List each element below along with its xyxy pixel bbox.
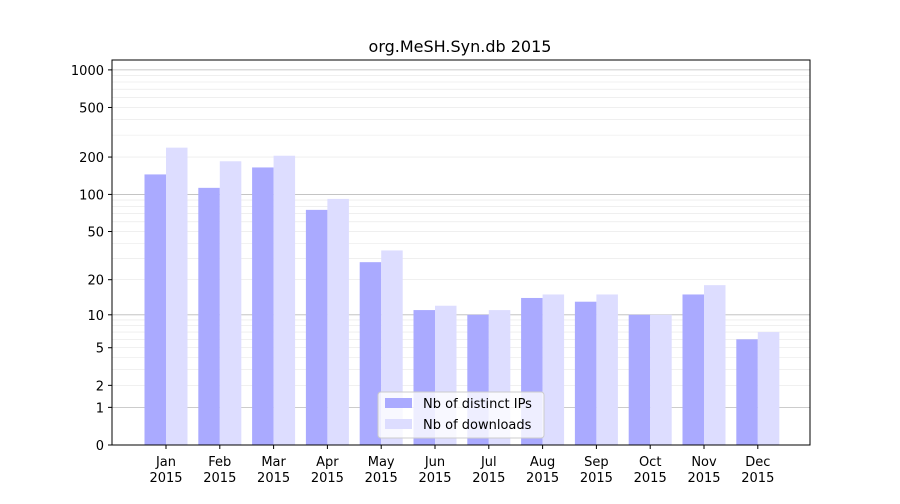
bar-distinct-ips: [252, 167, 274, 445]
x-tick-label: Mar 2015: [257, 455, 290, 486]
chart-title: org.MeSH.Syn.db 2015: [369, 37, 552, 56]
x-tick-label: Apr 2015: [311, 455, 344, 486]
legend-box: [377, 391, 545, 439]
bar-downloads: [327, 198, 349, 445]
y-tick-label: 0: [96, 439, 104, 454]
y-tick-label: 1: [96, 401, 104, 416]
bar-distinct-ips: [574, 301, 597, 445]
y-tick-label: 2: [96, 379, 104, 394]
bar-downloads: [757, 332, 780, 445]
bar-distinct-ips: [682, 294, 704, 445]
bar-downloads: [596, 294, 618, 445]
bar-distinct-ips: [198, 187, 220, 445]
x-tick-label: Feb 2015: [203, 455, 236, 486]
plot-area: [111, 59, 811, 446]
x-tick-label: Jun 2015: [418, 455, 451, 486]
bar-downloads: [650, 314, 672, 445]
x-tick-label: Sep 2015: [580, 455, 613, 486]
bar-distinct-ips: [736, 339, 758, 445]
x-tick-label: Jan 2015: [149, 455, 182, 486]
bar-downloads: [166, 147, 188, 446]
bar-downloads: [219, 161, 242, 445]
bar-distinct-ips: [628, 314, 651, 445]
y-tick-label: 500: [79, 101, 104, 116]
bar-downloads: [542, 294, 565, 445]
bar-distinct-ips: [359, 262, 382, 445]
y-tick-label: 200: [79, 151, 104, 166]
x-axis: Jan 2015 Feb 2015 Mar 2015 Apr 2015 May 2015 Jun 20…: [149, 445, 774, 486]
y-tick-label: 100: [79, 188, 104, 203]
legend: Nb of distinct IPs Nb of downloads: [377, 391, 545, 439]
x-tick-label: May 2015: [365, 455, 398, 486]
bars: [144, 147, 780, 446]
y-tick-label: 5: [96, 342, 104, 357]
bar-distinct-ips: [144, 174, 166, 445]
x-tick-label: Jul 2015: [472, 455, 505, 486]
legend-label-downloads: Nb of downloads: [423, 418, 532, 433]
y-tick-label: 50: [87, 226, 104, 241]
y-tick-label: 1000: [71, 64, 104, 79]
legend-swatch-downloads: [385, 419, 412, 429]
y-axis: 0 1 2 5 10 20 50 100 200 500 1000: [71, 64, 112, 454]
x-tick-label: Aug 2015: [526, 455, 559, 486]
bar-downloads: [273, 155, 296, 445]
y-tick-label: 10: [87, 309, 104, 324]
y-tick-label: 20: [87, 274, 104, 289]
bar-downloads: [704, 285, 726, 445]
legend-label-distinct-ips: Nb of distinct IPs: [423, 397, 532, 412]
legend-swatch-distinct-ips: [385, 398, 412, 408]
x-tick-label: Dec 2015: [741, 455, 774, 486]
x-tick-label: Oct 2015: [634, 455, 667, 486]
x-tick-label: Nov 2015: [687, 455, 720, 486]
bar-distinct-ips: [305, 209, 328, 445]
